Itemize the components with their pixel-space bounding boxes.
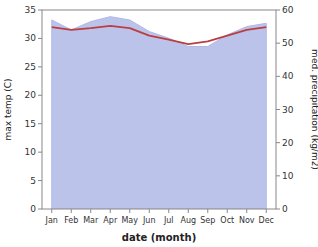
x-tick (227, 209, 228, 213)
x-tick (168, 209, 169, 213)
y-tick-label: 30 (25, 33, 37, 43)
temp-line (52, 26, 267, 44)
x-tick (149, 209, 150, 213)
y2-tick (276, 175, 280, 176)
y-tick-label: 15 (25, 119, 36, 129)
x-tick-label: Mar (83, 216, 99, 225)
x-tick (51, 209, 52, 213)
x-tick (110, 209, 111, 213)
x-tick (266, 209, 267, 213)
chart-container: 0 5 10 15 20 25 30 35 0 10 20 30 40 50 60 Jan Feb Mar AprM… (0, 0, 318, 247)
y-tick-label: 35 (25, 5, 36, 15)
x-tick-label: Dec (259, 216, 274, 225)
x-tick (207, 209, 208, 213)
y-tick (38, 152, 42, 153)
x-tick (188, 209, 189, 213)
y-tick (38, 209, 42, 210)
x-tick (129, 209, 130, 213)
plot-area (52, 17, 267, 209)
y-tick (38, 10, 42, 11)
y2-tick-label: 30 (282, 105, 294, 115)
y2-tick-label: 40 (282, 71, 294, 81)
x-tick-label: Jul (163, 216, 174, 225)
y-axis-label: max temp (C) (3, 78, 13, 140)
y-tick (38, 180, 42, 181)
y2-tick (276, 10, 280, 11)
x-tick-label: Aug (180, 216, 196, 225)
plot-frame (42, 10, 276, 209)
x-tick-label: Nov (239, 216, 255, 225)
x-axis-label: date (month) (122, 232, 196, 243)
y2-tick-label: 20 (282, 138, 294, 148)
x-tick-label: Sep (200, 216, 215, 225)
y2-tick (276, 209, 280, 210)
x-tick (246, 209, 247, 213)
y2-tick-label: 10 (282, 171, 294, 181)
x-tick-label: May (121, 216, 138, 225)
y2-tick (276, 109, 280, 110)
y-tick-label: 5 (30, 176, 36, 186)
y-tick-label: 0 (30, 204, 36, 214)
y-tick-label: 25 (25, 62, 36, 72)
precip-area (52, 17, 267, 209)
y-tick (38, 123, 42, 124)
y2-tick-label: 50 (282, 38, 294, 48)
chart: 0 5 10 15 20 25 30 35 0 10 20 30 40 50 60 Jan Feb Mar AprM… (0, 0, 318, 247)
y-tick (38, 38, 42, 39)
y2-tick (276, 43, 280, 44)
x-tick-label: Feb (64, 216, 78, 225)
y-tick-label: 20 (25, 90, 37, 100)
y-tick (38, 66, 42, 67)
x-tick (90, 209, 91, 213)
y2-tick-label: 60 (282, 5, 294, 15)
y2-tick-label: 0 (282, 204, 288, 214)
x-tick-label: Oct (220, 216, 234, 225)
y2-axis-label: med. precipitation (kg/m2) (310, 49, 318, 170)
x-tick-label: Jan (45, 216, 58, 225)
x-tick (71, 209, 72, 213)
x-tick-label: Apr (103, 216, 118, 225)
y2-tick (276, 142, 280, 143)
y2-tick (276, 76, 280, 77)
y-tick-label: 10 (25, 147, 37, 157)
y-tick (38, 95, 42, 96)
x-tick-label: Jun (142, 216, 156, 225)
